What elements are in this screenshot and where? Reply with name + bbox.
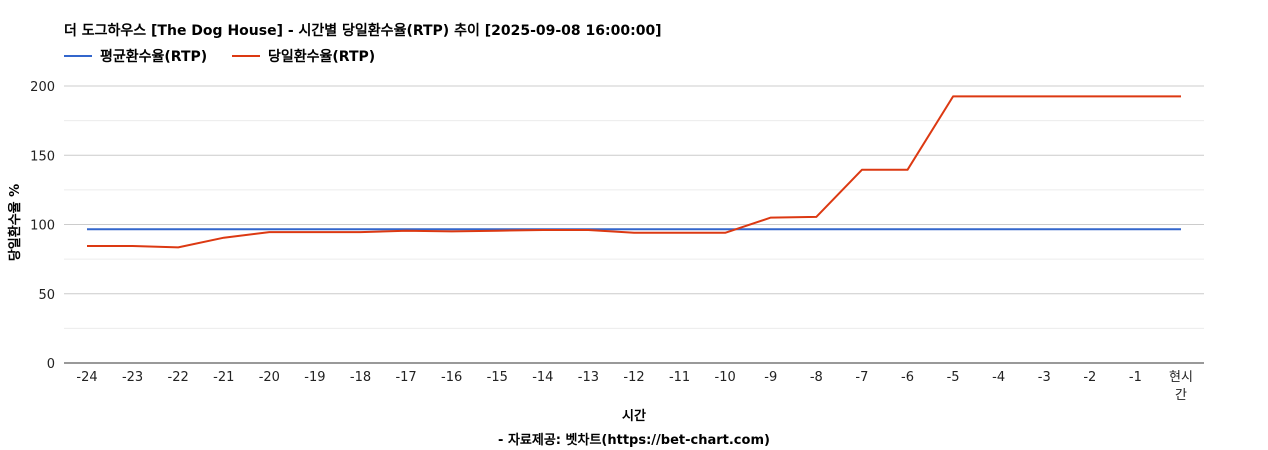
x-tick-label: -1 — [1129, 370, 1142, 385]
x-tick-label: -10 — [715, 370, 736, 385]
y-tick-label: 0 — [47, 357, 55, 372]
series-line-daily-rtp — [87, 95, 1181, 249]
chart-title: 더 도그하우스 [The Dog House] - 시간별 당일환수율(RTP)… — [64, 23, 662, 39]
x-tick-label: -9 — [764, 370, 777, 385]
y-tick-label: 200 — [30, 80, 55, 95]
x-tick-label: -15 — [487, 370, 508, 385]
legend-item-daily-rtp[interactable]: 당일환수율(RTP) — [232, 46, 375, 66]
legend-swatch-avg-rtp — [64, 55, 92, 57]
y-tick-label: 100 — [30, 219, 55, 234]
x-tick-label: -2 — [1083, 370, 1096, 385]
y-tick-label: 150 — [30, 149, 55, 164]
x-tick-label: -16 — [441, 370, 462, 385]
legend-swatch-daily-rtp — [232, 55, 260, 57]
x-tick-label: -20 — [259, 370, 280, 385]
x-tick-label: -5 — [947, 370, 960, 385]
x-tick-label: -7 — [855, 370, 868, 385]
x-tick-label: -24 — [76, 370, 97, 385]
data-source-footer: - 자료제공: 벳차트(https://bet-chart.com) — [498, 433, 770, 448]
x-tick-label: -21 — [213, 370, 234, 385]
x-axis-title: 시간 — [622, 408, 646, 424]
x-tick-label: -19 — [304, 370, 325, 385]
x-tick-label: -23 — [122, 370, 143, 385]
x-tick-label: -8 — [810, 370, 823, 385]
y-axis-title: 당일환수율 % — [7, 184, 23, 261]
x-tick-label: -6 — [901, 370, 914, 385]
legend-label-avg-rtp: 평균환수율(RTP) — [100, 49, 208, 65]
x-tick-label: 현시 간 — [1169, 370, 1193, 403]
x-tick-label: -17 — [395, 370, 416, 385]
x-tick-label: -4 — [992, 370, 1005, 385]
legend-label-daily-rtp: 당일환수율(RTP) — [268, 49, 376, 65]
y-tick-label: 50 — [38, 288, 55, 303]
x-tick-label: -13 — [578, 370, 599, 385]
x-tick-label: -18 — [350, 370, 371, 385]
x-tick-label: -22 — [168, 370, 189, 385]
x-tick-label: -3 — [1038, 370, 1051, 385]
legend-item-avg-rtp[interactable]: 평균환수율(RTP) — [64, 46, 207, 66]
x-tick-label: -11 — [669, 370, 690, 385]
x-tick-label: -12 — [623, 370, 644, 385]
x-tick-label: -14 — [532, 370, 553, 385]
